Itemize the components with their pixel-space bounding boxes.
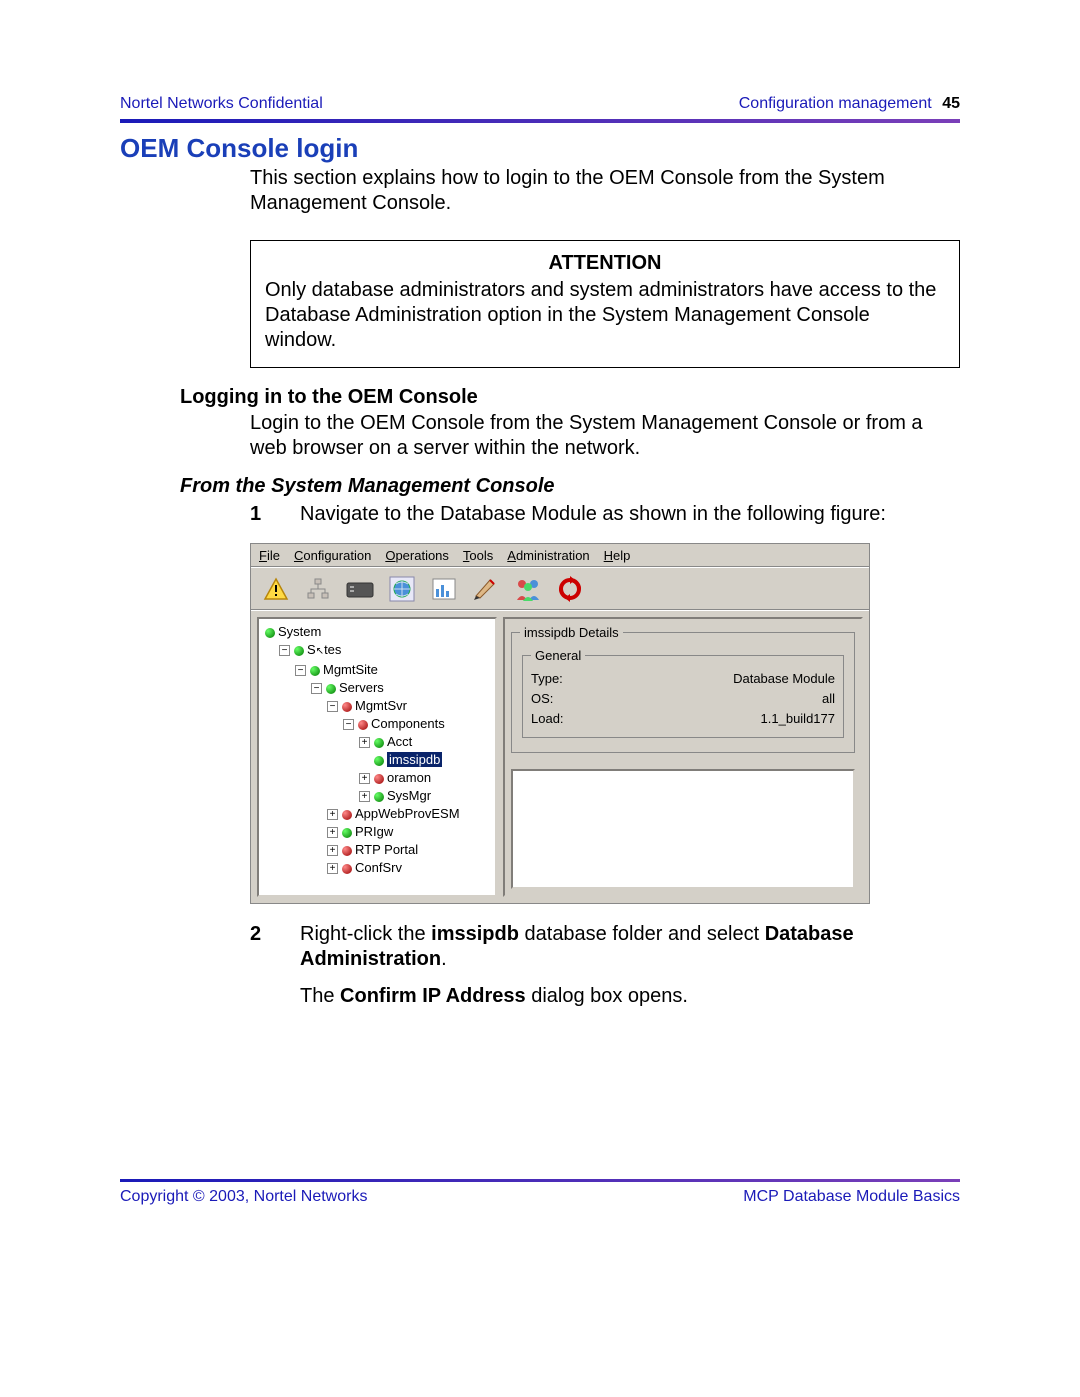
tree-imssipdb-selected[interactable]: imssipdb	[387, 752, 442, 767]
status-dot-icon	[342, 810, 352, 820]
menubar: File Configuration Operations Tools Admi…	[251, 544, 869, 568]
intro-paragraph: This section explains how to login to th…	[250, 166, 960, 216]
load-label: Load:	[531, 709, 564, 729]
header-confidential: Nortel Networks Confidential	[120, 95, 323, 113]
footer-doc-title: MCP Database Module Basics	[743, 1188, 960, 1206]
empty-content-area	[511, 769, 855, 889]
attention-body: Only database administrators and system …	[265, 278, 945, 353]
status-dot-icon	[374, 756, 384, 766]
tree-panel[interactable]: System −S↖tes −MgmtSite −Servers	[257, 617, 497, 897]
tree-confsrv[interactable]: ConfSrv	[355, 860, 402, 875]
step-1: 1 Navigate to the Database Module as sho…	[250, 502, 960, 527]
details-legend: imssipdb Details	[520, 625, 623, 640]
page-footer: Copyright © 2003, Nortel Networks MCP Da…	[120, 1188, 960, 1206]
menu-tools[interactable]: Tools	[463, 548, 493, 563]
alert-icon[interactable]	[259, 574, 293, 604]
hierarchy-icon[interactable]	[301, 574, 335, 604]
attention-box: ATTENTION Only database administrators a…	[250, 240, 960, 368]
status-dot-icon	[342, 702, 352, 712]
chart-icon[interactable]	[427, 574, 461, 604]
tree-prigw[interactable]: PRIgw	[355, 824, 393, 839]
tree-sysmgr[interactable]: SysMgr	[387, 788, 431, 803]
type-label: Type:	[531, 669, 563, 689]
page-number: 45	[942, 95, 960, 112]
status-dot-icon	[358, 720, 368, 730]
expand-icon[interactable]: +	[359, 737, 370, 748]
footer-copyright: Copyright © 2003, Nortel Networks	[120, 1188, 367, 1206]
tree-mgmtsite[interactable]: MgmtSite	[323, 662, 378, 677]
status-dot-icon	[310, 666, 320, 676]
expand-icon[interactable]: +	[327, 863, 338, 874]
page-header: Nortel Networks Confidential Configurati…	[120, 95, 960, 113]
status-dot-icon	[342, 828, 352, 838]
toolbar	[251, 568, 869, 611]
expand-icon[interactable]: +	[327, 827, 338, 838]
tree-rtpportal[interactable]: RTP Portal	[355, 842, 418, 857]
server-icon[interactable]	[343, 574, 377, 604]
status-dot-icon	[374, 792, 384, 802]
expand-icon[interactable]: +	[327, 845, 338, 856]
refresh-icon[interactable]	[553, 574, 587, 604]
expand-icon[interactable]: +	[359, 773, 370, 784]
details-panel: imssipdb Details General Type: Database M…	[503, 617, 863, 897]
tree-oramon[interactable]: oramon	[387, 770, 431, 785]
header-section: Configuration management 45	[739, 95, 960, 113]
status-dot-icon	[374, 774, 384, 784]
expand-icon[interactable]: +	[327, 809, 338, 820]
step-text: Navigate to the Database Module as shown…	[300, 502, 960, 527]
collapse-icon[interactable]: −	[343, 719, 354, 730]
subsection-heading: Logging in to the OEM Console	[180, 386, 960, 409]
step-2: 2 Right-click the imssipdb database fold…	[250, 922, 960, 1009]
attention-heading: ATTENTION	[265, 251, 945, 276]
os-label: OS:	[531, 689, 553, 709]
status-dot-icon	[374, 738, 384, 748]
menu-help[interactable]: Help	[604, 548, 631, 563]
menu-file[interactable]: File	[259, 548, 280, 563]
menu-configuration[interactable]: Configuration	[294, 548, 371, 563]
status-dot-icon	[265, 628, 275, 638]
step-number: 1	[250, 502, 300, 527]
step-number: 2	[250, 922, 300, 1009]
users-icon[interactable]	[511, 574, 545, 604]
tree-mgmtsvr[interactable]: MgmtSvr	[355, 698, 407, 713]
os-value: all	[822, 689, 835, 709]
subsubsection-heading: From the System Management Console	[180, 475, 960, 498]
collapse-icon[interactable]: −	[327, 701, 338, 712]
collapse-icon[interactable]: −	[279, 645, 290, 656]
subsection-body: Login to the OEM Console from the System…	[250, 411, 960, 461]
load-value: 1.1_build177	[761, 709, 835, 729]
tree-sites[interactable]: S↖tes	[307, 642, 341, 657]
tree-acct[interactable]: Acct	[387, 734, 412, 749]
app-screenshot: File Configuration Operations Tools Admi…	[250, 543, 870, 904]
expand-icon[interactable]: +	[359, 791, 370, 802]
collapse-icon[interactable]: −	[311, 683, 322, 694]
tree-servers[interactable]: Servers	[339, 680, 384, 695]
status-dot-icon	[326, 684, 336, 694]
globe-icon[interactable]	[385, 574, 419, 604]
general-legend: General	[531, 648, 585, 663]
footer-rule	[120, 1179, 960, 1182]
status-dot-icon	[294, 646, 304, 656]
tree-components[interactable]: Components	[371, 716, 445, 731]
menu-administration[interactable]: Administration	[507, 548, 589, 563]
details-fieldset: imssipdb Details General Type: Database M…	[511, 625, 855, 753]
general-fieldset: General Type: Database Module OS: all Load…	[522, 648, 844, 738]
collapse-icon[interactable]: −	[295, 665, 306, 676]
status-dot-icon	[342, 864, 352, 874]
status-dot-icon	[342, 846, 352, 856]
tree-appwebprov[interactable]: AppWebProvESM	[355, 806, 460, 821]
section-title: OEM Console login	[120, 133, 960, 164]
menu-operations[interactable]: Operations	[385, 548, 449, 563]
step-text: Right-click the imssipdb database folder…	[300, 922, 960, 1009]
header-rule	[120, 119, 960, 123]
type-value: Database Module	[733, 669, 835, 689]
tree-system[interactable]: System	[278, 624, 321, 639]
edit-icon[interactable]	[469, 574, 503, 604]
